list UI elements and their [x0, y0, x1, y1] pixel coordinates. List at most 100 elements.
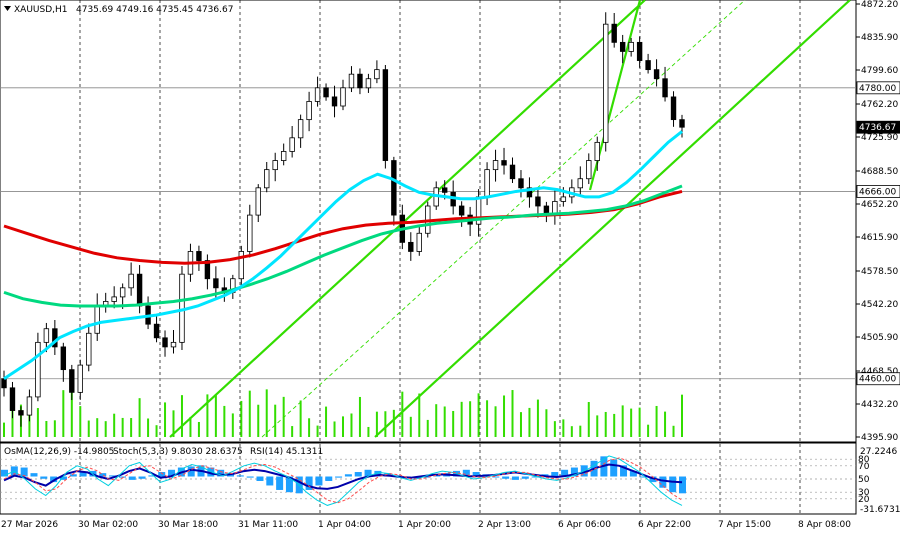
candle-body — [628, 41, 634, 52]
candle-body — [297, 119, 304, 139]
osma-bar — [433, 475, 441, 477]
volume-bar — [79, 406, 82, 437]
candle-body — [577, 178, 584, 189]
volume-bars — [3, 389, 683, 437]
osma-bar — [511, 476, 519, 480]
volume-bar — [147, 418, 150, 437]
osma-bar — [374, 470, 382, 477]
level-price-box — [856, 372, 900, 386]
volume-bar — [257, 404, 260, 437]
volume-bar — [240, 400, 243, 437]
level-price-box — [856, 81, 900, 95]
volume-bar — [655, 405, 658, 437]
volume-bar — [613, 413, 616, 437]
osma-bar — [610, 459, 618, 477]
channel-line — [169, 0, 646, 438]
stoch-signal-line — [3, 457, 683, 504]
volume-bar — [452, 410, 455, 437]
volume-bar — [265, 389, 268, 437]
candle-body — [162, 337, 168, 348]
time-tick-label: 30 Mar 02:00 — [78, 520, 138, 530]
candle-body — [611, 23, 617, 43]
osma-bar — [335, 476, 343, 478]
volume-bar — [248, 390, 251, 437]
candle-body — [560, 196, 567, 202]
osma-tick-label: -31.6731 — [860, 505, 900, 515]
osma-bar — [69, 474, 77, 477]
volume-bar — [418, 393, 421, 437]
time-tick-label: 2 Apr 13:00 — [478, 520, 531, 530]
volume-bar — [579, 425, 582, 437]
volume-bar — [36, 408, 39, 437]
volume-bar — [469, 401, 472, 437]
osma-bar — [236, 475, 244, 477]
volume-bar — [104, 421, 107, 437]
osma-bar — [187, 466, 195, 477]
osma-bar — [79, 472, 87, 477]
osma-bar — [629, 470, 637, 477]
volume-bar — [214, 394, 217, 437]
volume-bar — [638, 407, 641, 437]
osma-label: OsMA(12,26,9) -14.9805 — [4, 447, 114, 457]
stoch-label: Stoch(5,3,3) 9.8030 28.6375 — [113, 447, 243, 457]
candle-body — [374, 69, 380, 80]
chart-menu-icon[interactable] — [4, 6, 11, 11]
level-price-box — [856, 185, 900, 198]
osma-bar — [344, 474, 352, 477]
price-tick-label: 4835.90 — [861, 33, 898, 43]
candle-body — [60, 346, 67, 371]
volume-bar — [274, 404, 277, 437]
stoch-level-label: 70 — [858, 462, 870, 472]
osma-tick-label: 27.2246 — [860, 447, 897, 457]
level-price-label: 4736.67 — [859, 123, 896, 133]
volume-bar — [494, 406, 497, 437]
candle-body — [1, 378, 7, 389]
candle-body — [69, 369, 75, 393]
volume-bar — [426, 419, 429, 437]
level-price-label: 4460.00 — [859, 375, 896, 385]
level-price-label: 4666.00 — [859, 187, 896, 197]
osma-bar — [246, 476, 254, 478]
candle-body — [213, 278, 219, 289]
candle-body — [18, 410, 24, 416]
candle-body — [26, 396, 33, 416]
volume-bar — [604, 411, 607, 437]
price-tick-label: 4615.90 — [861, 233, 898, 243]
osma-bar — [168, 469, 176, 477]
candle-body — [408, 241, 414, 252]
volume-bar — [503, 395, 506, 437]
time-tick-label: 27 Mar 2026 — [1, 520, 58, 530]
volume-bar — [596, 415, 599, 437]
osma-bar — [99, 473, 107, 477]
volume-bar — [486, 400, 489, 437]
candle-body — [111, 296, 117, 302]
volume-bar — [681, 394, 683, 437]
osma-bar — [364, 469, 372, 477]
candle-body — [9, 387, 16, 411]
time-tick-label: 31 Mar 11:00 — [238, 520, 298, 530]
ma-mid-line — [3, 184, 683, 308]
osma-bar — [1, 469, 8, 477]
volume-bar — [223, 405, 226, 437]
level-price-box — [856, 120, 900, 134]
volume-bar — [528, 407, 531, 437]
candle-body — [594, 141, 600, 161]
stoch-main-line — [3, 455, 683, 506]
volume-bar — [291, 426, 294, 437]
volume-bar — [113, 413, 116, 437]
osma-bar — [315, 476, 323, 486]
candle-body — [170, 341, 177, 348]
time-tick-label: 1 Apr 04:00 — [318, 520, 371, 530]
price-tick-label: 4432.20 — [861, 400, 898, 410]
volume-bar — [519, 412, 522, 437]
osma-bar — [649, 476, 657, 483]
stoch-level-label: 20 — [858, 495, 870, 505]
volume-bar — [647, 424, 650, 437]
volume-bar — [570, 426, 573, 437]
candle-body — [509, 164, 516, 180]
time-scale: 27 Mar 2026 30 Mar 02:00 30 Mar 18:00 31 Ma… — [1, 520, 851, 530]
osma-bar — [266, 476, 274, 486]
candle-body — [348, 73, 355, 89]
price-tick-label: 4505.90 — [861, 333, 898, 343]
